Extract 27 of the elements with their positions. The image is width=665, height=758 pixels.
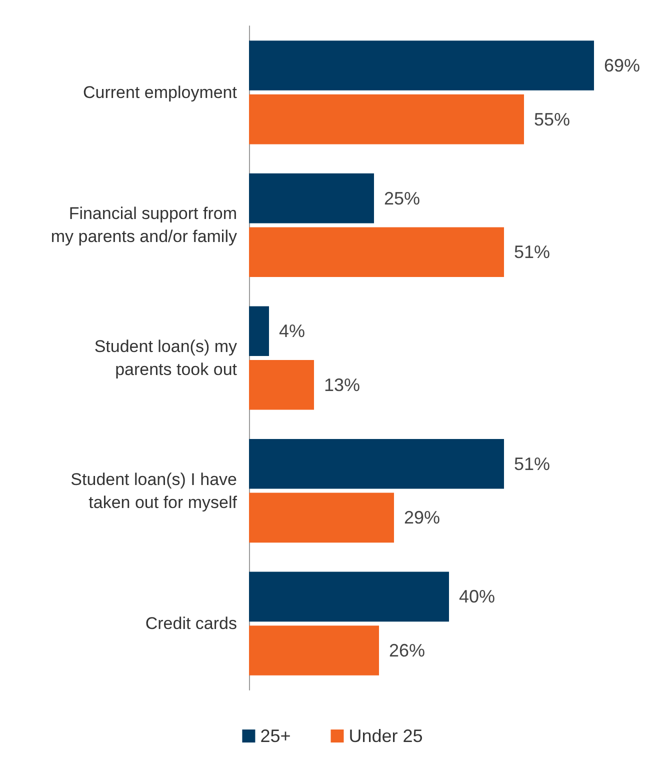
data-label: 51%: [514, 242, 550, 262]
bar: [249, 173, 374, 224]
legend-label: Under 25: [348, 726, 423, 746]
data-label: 13%: [324, 374, 360, 395]
bar: [249, 572, 449, 622]
y-tick-label: Financial support from my parents and/or family: [50, 204, 238, 246]
bar: [249, 492, 394, 543]
bar: [249, 94, 524, 144]
data-label: 26%: [389, 640, 426, 660]
y-tick-label: Student loan(s) my parents took out: [94, 337, 238, 379]
legend-label: 25+: [260, 726, 291, 746]
data-label: 29%: [404, 508, 440, 528]
data-label: 55%: [534, 109, 570, 130]
bar: [249, 306, 269, 356]
bar: [249, 227, 504, 277]
data-label: 51%: [514, 454, 550, 474]
bar: [249, 360, 314, 410]
data-label: 40%: [459, 586, 496, 607]
data-label: 69%: [604, 56, 640, 76]
y-tick-label: Credit cards: [145, 614, 237, 634]
bar: [249, 439, 504, 489]
data-label: 4%: [279, 321, 306, 342]
y-tick-label: Student loan(s) I have taken out for myself: [70, 470, 238, 512]
data-label: 25%: [384, 188, 420, 208]
bar: [249, 40, 594, 90]
bar: [249, 626, 379, 676]
y-tick-label: Current employment: [82, 82, 238, 102]
